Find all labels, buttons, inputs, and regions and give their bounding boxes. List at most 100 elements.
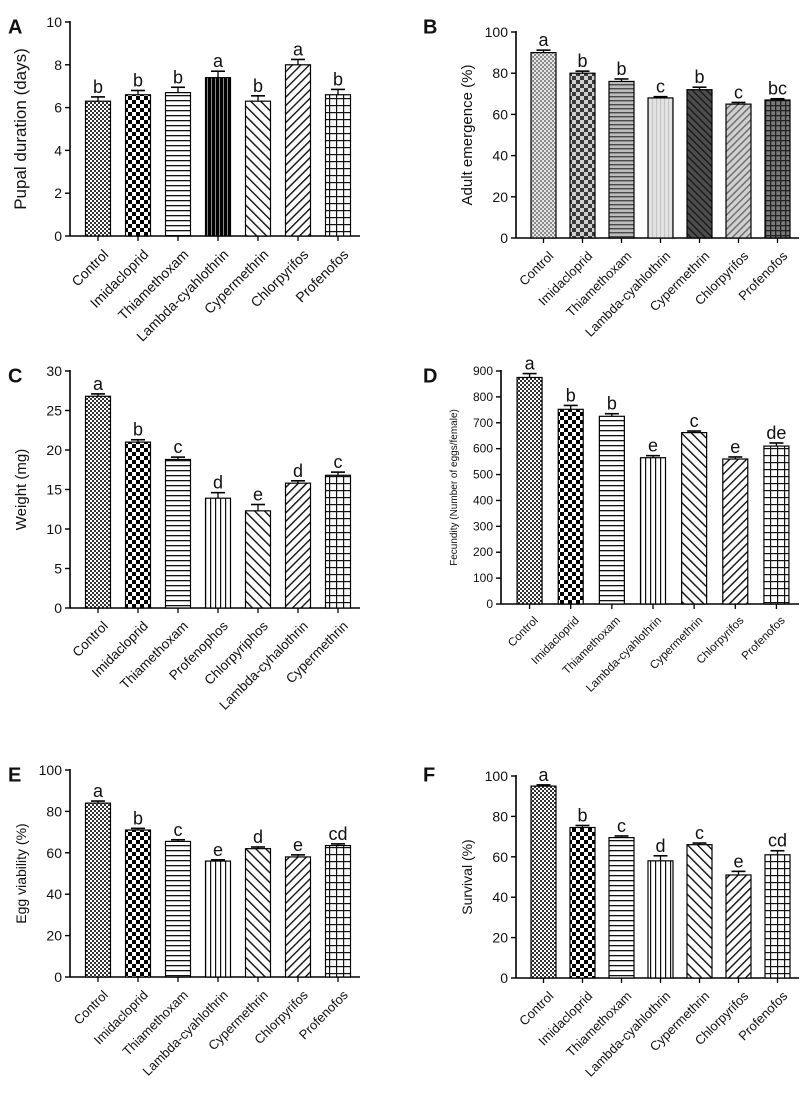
y-tick-label: 20 [492,189,508,205]
bar-chlorpyrifos [725,874,752,979]
bar-control [84,100,112,237]
panel-label: A [8,17,22,39]
bar-imidacloprid [569,72,596,239]
bar-cypermethrin [244,100,272,237]
y-tick-label: 700 [473,416,493,430]
bar-thiamethoxam [164,840,192,978]
y-axis-title: Pupal duration (days) [11,48,30,210]
significance-letter: a [538,30,549,50]
y-tick-label: 0 [486,597,493,611]
y-tick-label: 15 [46,482,62,498]
significance-letter: e [293,835,303,855]
significance-letter: b [694,67,704,87]
significance-letter: c [656,77,665,97]
significance-letter: d [293,461,303,481]
significance-letter: b [253,76,263,96]
bar-chlorpyrifos [722,458,749,605]
y-tick-label: 0 [54,969,62,985]
significance-letter: a [93,781,104,801]
y-tick-label: 40 [46,886,62,902]
y-tick-label: 500 [473,468,493,482]
panel-label: E [8,765,21,787]
y-axis-title: Egg viability (%) [13,823,29,923]
significance-letter: a [525,354,536,374]
y-tick-label: 10 [46,521,62,537]
y-tick-label: 10 [46,14,62,30]
significance-letter: c [690,411,699,431]
panel-d: D 0 100 200 300 400 500 600 700 800 900 Fecundity (… [423,354,799,695]
y-tick-label: 5 [54,561,62,577]
significance-letter: c [334,452,343,472]
significance-letter: a [93,374,104,394]
y-tick-label: 4 [54,142,62,158]
significance-letter: e [733,851,743,871]
y-tick-label: 900 [473,364,493,378]
bar-cypermethrin [681,432,708,605]
y-tick-label: 100 [39,762,63,778]
y-axis-title: Adult emergence (%) [459,65,476,206]
significance-letter: c [174,437,183,457]
bar-profenofos [324,94,352,237]
y-tick-label: 40 [492,889,508,905]
significance-letter: b [133,70,143,90]
y-tick-label: 20 [492,930,508,946]
significance-letter: c [695,823,704,843]
bar-imidacloprid [569,826,596,979]
y-tick-label: 60 [492,106,508,122]
bar-thiamethoxam [608,80,635,239]
bar-chlorpyriphos [244,510,272,609]
y-axis-title: Survival (%) [459,839,475,914]
significance-letter: e [253,485,263,505]
bar-cypermethrin [686,89,713,239]
y-tick-label: 8 [54,57,62,73]
significance-letter: b [577,805,587,825]
significance-letter: bc [768,79,787,99]
significance-letter: b [607,394,617,414]
y-tick-label: 80 [492,65,508,81]
y-tick-label: 100 [485,768,509,784]
bar-lambda-cyahlothrin [639,457,667,605]
y-tick-label: 20 [46,928,62,944]
significance-letter: b [566,385,576,405]
bar-cypermethrin [244,848,272,978]
significance-letter: b [133,420,143,440]
y-tick-label: 400 [473,493,493,507]
bar-imidacloprid [124,441,152,609]
x-tick-label: Lambda-cyahlothrin [584,615,664,695]
significance-letter: d [213,473,223,493]
x-tick-label: Control [506,615,541,650]
bar-imidacloprid [124,94,152,237]
significance-letter: de [766,423,786,443]
bar-chlorpyrifos [284,64,312,237]
bar-chlorpyrifos [284,856,312,978]
significance-letter: a [293,39,304,59]
y-axis-title: Fecundity (Number of eggs/female) [449,409,460,566]
bar-cypermethrin [324,474,352,609]
significance-letter: b [577,51,587,71]
y-tick-label: 80 [46,803,62,819]
bar-imidacloprid [124,829,152,978]
significance-letter: e [213,840,223,860]
bar-control [530,51,557,239]
bar-profenofos [764,854,791,979]
significance-letter: a [538,765,549,785]
significance-letter: cd [768,831,787,851]
significance-letter: b [173,67,183,87]
bar-imidacloprid [557,408,584,605]
significance-letter: b [93,77,103,97]
bar-thiamethoxam [164,92,192,237]
y-tick-label: 100 [473,571,493,585]
bar-lambda-cyahlothrin [204,77,232,237]
x-tick-label: Profenofos [740,615,788,663]
y-tick-label: 0 [500,230,508,246]
significance-letter: b [616,59,626,79]
panel-label: B [423,17,437,39]
significance-letter: d [655,836,665,856]
y-tick-label: 80 [492,808,508,824]
y-axis-title: Weight (mg) [13,449,30,530]
significance-letter: b [333,69,343,89]
